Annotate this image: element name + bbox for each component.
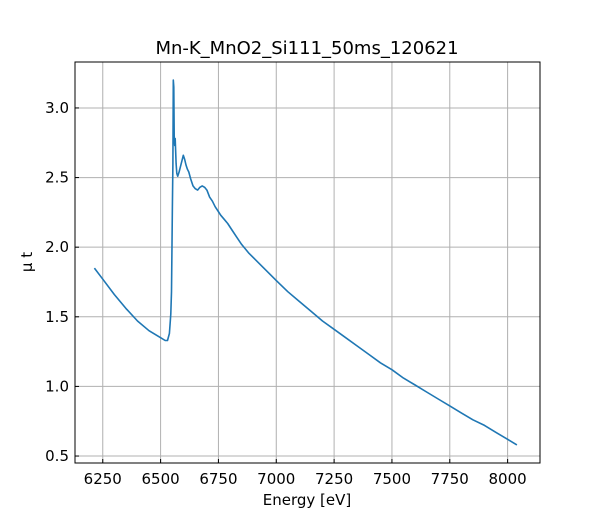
x-tick-label: 7000 bbox=[257, 470, 295, 488]
y-tick-label: 2.0 bbox=[45, 238, 69, 256]
x-tick-label: 6250 bbox=[84, 470, 122, 488]
x-tick-label: 7500 bbox=[373, 470, 411, 488]
plot-frame bbox=[74, 61, 541, 464]
chart-title: Mn-K_MnO2_Si111_50ms_120621 bbox=[155, 38, 458, 59]
x-axis-label: Energy [eV] bbox=[263, 491, 351, 509]
x-tick-label: 7750 bbox=[431, 470, 469, 488]
x-tick-label: 8000 bbox=[489, 470, 527, 488]
x-tick-label: 6750 bbox=[199, 470, 237, 488]
data-series-line bbox=[93, 79, 518, 446]
grid-lines bbox=[75, 62, 540, 463]
data-series-layer bbox=[93, 79, 518, 446]
axis-ticks: 6250 6500 6750 7000 7250 7500 7750 8000 0.5 1.0 1.… bbox=[45, 99, 527, 488]
y-tick-label: 2.5 bbox=[45, 169, 69, 187]
y-tick-label: 0.5 bbox=[45, 447, 69, 465]
y-tick-label: 1.0 bbox=[45, 377, 69, 395]
x-tick-label: 7250 bbox=[315, 470, 353, 488]
y-tick-label: 3.0 bbox=[45, 99, 69, 117]
x-tick-label: 6500 bbox=[142, 470, 180, 488]
y-axis-label: μ t bbox=[18, 252, 36, 272]
y-tick-label: 1.5 bbox=[45, 308, 69, 326]
